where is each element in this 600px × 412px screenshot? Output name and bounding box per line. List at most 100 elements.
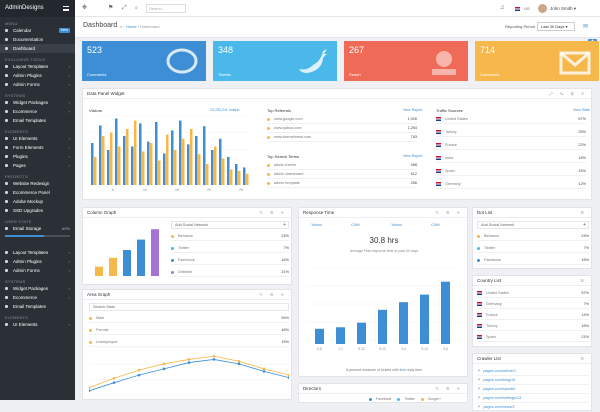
period-select[interactable]: Last 30 Days ▾ <box>537 22 575 31</box>
tile-number: 348 <box>218 45 234 55</box>
sidebar-item[interactable]: Admin Forms › <box>0 80 75 89</box>
sidebar-item[interactable]: UI Elements › <box>0 320 75 329</box>
series-point <box>237 360 241 363</box>
sidebar-item[interactable]: Ecommerce › <box>0 107 75 116</box>
chevron-right-icon: › <box>68 163 70 168</box>
sidebar-item[interactable]: Calendar New <box>0 26 75 35</box>
row-value: 1,254 <box>407 126 417 130</box>
sidebar-item[interactable]: SSD Upgrades <box>0 206 75 215</box>
sidebar-item[interactable]: Admin Plugins › <box>0 257 75 266</box>
sidebar-item[interactable]: Adobe Mockup <box>0 197 75 206</box>
panel-tools[interactable]: ✎ ⚙ ✕ <box>435 210 463 215</box>
flag-icon[interactable]: ⚑ <box>108 5 114 11</box>
sidebar-item-label: Layout Templates <box>13 64 49 69</box>
stat-tile[interactable]: 348 Tweets <box>213 41 337 81</box>
sidebar-item-label: Pages <box>13 163 26 168</box>
crawler-row[interactable]: ↗ pages.com/news/1 <box>477 403 589 412</box>
sidebar-item[interactable]: Form Elements › <box>0 143 75 152</box>
crawler-row[interactable]: ↗ pages.com/settings/13 <box>477 394 589 403</box>
sidebar-item[interactable]: Email Storage 60% <box>0 224 75 233</box>
brand-name: AdminDesigns <box>5 5 44 11</box>
visitor-bar <box>102 136 105 185</box>
chevron-right-icon: › <box>68 295 70 300</box>
row-value: 24% <box>581 234 589 238</box>
visitor-bar <box>195 136 198 185</box>
visitor-bar <box>246 173 249 185</box>
add-icon[interactable]: + <box>583 222 586 228</box>
legend-label: Facebook <box>376 397 392 401</box>
sidebar-item[interactable]: Documentation <box>0 35 75 44</box>
sidebar-item[interactable]: Admin Forms › <box>0 266 75 275</box>
sidebar-item[interactable]: UI Elements › <box>0 134 75 143</box>
menu-icon[interactable] <box>63 6 69 11</box>
sidebar-item[interactable]: Plugins › <box>0 152 75 161</box>
bell-icon[interactable]: ♫ <box>500 5 505 11</box>
response-tab[interactable]: CNN <box>431 222 440 227</box>
stat-tile[interactable]: 714 Comments <box>475 41 599 81</box>
sidebar-item[interactable]: Pages › <box>0 161 75 170</box>
directors-legend: Facebook Twitter Google+ <box>369 397 447 401</box>
search-term-row: admin template 256 <box>267 179 417 188</box>
avatar[interactable] <box>538 4 547 13</box>
country-row: Germany 7% <box>477 300 589 309</box>
dot-add-input[interactable]: Add Social Network + <box>477 221 589 229</box>
sidebar-item[interactable]: Email Templates <box>0 302 75 311</box>
sidebar-item[interactable]: Email Templates <box>0 116 75 125</box>
response-tab[interactable]: CNN <box>351 222 360 227</box>
search-stats-input[interactable]: Search Stats <box>89 303 289 311</box>
brand-logo[interactable]: AdminDesigns <box>0 0 75 17</box>
visitor-bar <box>110 132 113 185</box>
sidebar-item[interactable]: Dashboard <box>0 44 75 53</box>
panel-tools[interactable]: ✎ ⚙ ✕ <box>435 386 463 391</box>
panel-tools[interactable]: ✎ ⚙ ✕ <box>259 210 287 215</box>
search-input[interactable]: Search... <box>146 4 186 13</box>
panel-tools[interactable]: ☰ <box>580 278 587 283</box>
caption-link[interactable]: first <box>399 368 406 372</box>
visitor-bar <box>235 164 238 185</box>
sidebar-item-label: UI Elements <box>13 322 38 327</box>
sidebar-item[interactable]: Admin Plugins › <box>0 71 75 80</box>
chevron-right-icon: › <box>68 250 70 255</box>
sidebar-item-label: Ecommerce <box>13 109 38 114</box>
add-social-input[interactable]: Add Social Network + <box>171 221 289 229</box>
response-tab[interactable]: Yahoo <box>391 222 403 227</box>
language-select[interactable]: US <box>515 4 530 13</box>
user-menu[interactable]: John Smith ▾ <box>550 6 577 11</box>
sidebar-item[interactable]: Ecommerce Panel <box>0 188 75 197</box>
sidebar-item[interactable]: Layout Templates › <box>0 248 75 257</box>
row-label: Behance <box>484 234 499 238</box>
sidebar-item[interactable]: Widget Packages › <box>0 284 75 293</box>
sidebar-item[interactable]: Ecommerce › <box>0 293 75 302</box>
notification-icon[interactable]: ✉ <box>583 24 589 30</box>
crawler-row[interactable]: ↗ pages.com/blog/15 <box>477 376 589 385</box>
sidebar-item[interactable]: Layout Templates › <box>0 62 75 71</box>
sidebar-heading: SYSTEMS <box>5 279 26 284</box>
storage-progress <box>5 235 70 237</box>
traffic-link[interactable]: View Stats <box>573 108 590 112</box>
sidebar-item[interactable]: Widget Packages › <box>0 98 75 107</box>
row-label: www.yahoo.com <box>274 126 302 130</box>
panel-tools[interactable]: ⤢ ✎ ⚙ ✕ <box>549 91 587 96</box>
panel-tools[interactable]: ✎ ⚙ ✕ <box>259 292 287 297</box>
fullscreen-icon[interactable]: ✥ <box>82 5 88 11</box>
search-terms-link[interactable]: View Report <box>403 154 423 158</box>
country-list-panel: Country List ☰ United States 57% Germany 7% F… <box>472 275 592 347</box>
response-tab[interactable]: Yahoo <box>311 222 323 227</box>
country-row: Spain 21% <box>477 333 589 342</box>
row-label: United States <box>445 117 468 121</box>
country-row: United States 57% <box>477 289 589 298</box>
expand-icon[interactable]: ⤢ <box>122 5 127 11</box>
stat-tile[interactable]: 523 Comments <box>82 41 206 81</box>
panel-tools[interactable]: ☰ <box>580 356 587 361</box>
sidebar-item[interactable]: Website Redesign <box>0 179 75 188</box>
crawler-row[interactable]: ↗ pages.com/article/1 <box>477 367 589 376</box>
referral-row: www.yahoo.com 1,254 <box>267 124 417 133</box>
panel-tools[interactable]: ☰ <box>580 210 587 215</box>
home-icon[interactable]: ⌂ <box>120 24 123 29</box>
crawler-row[interactable]: ↗ pages.com/spoofer <box>477 385 589 394</box>
crumb-home[interactable]: Home <box>125 24 137 29</box>
add-icon[interactable]: + <box>283 222 286 228</box>
referrals-link[interactable]: View Report <box>403 108 423 112</box>
stat-tile[interactable]: 267 Reach <box>344 41 468 81</box>
visitor-bar <box>187 144 190 185</box>
